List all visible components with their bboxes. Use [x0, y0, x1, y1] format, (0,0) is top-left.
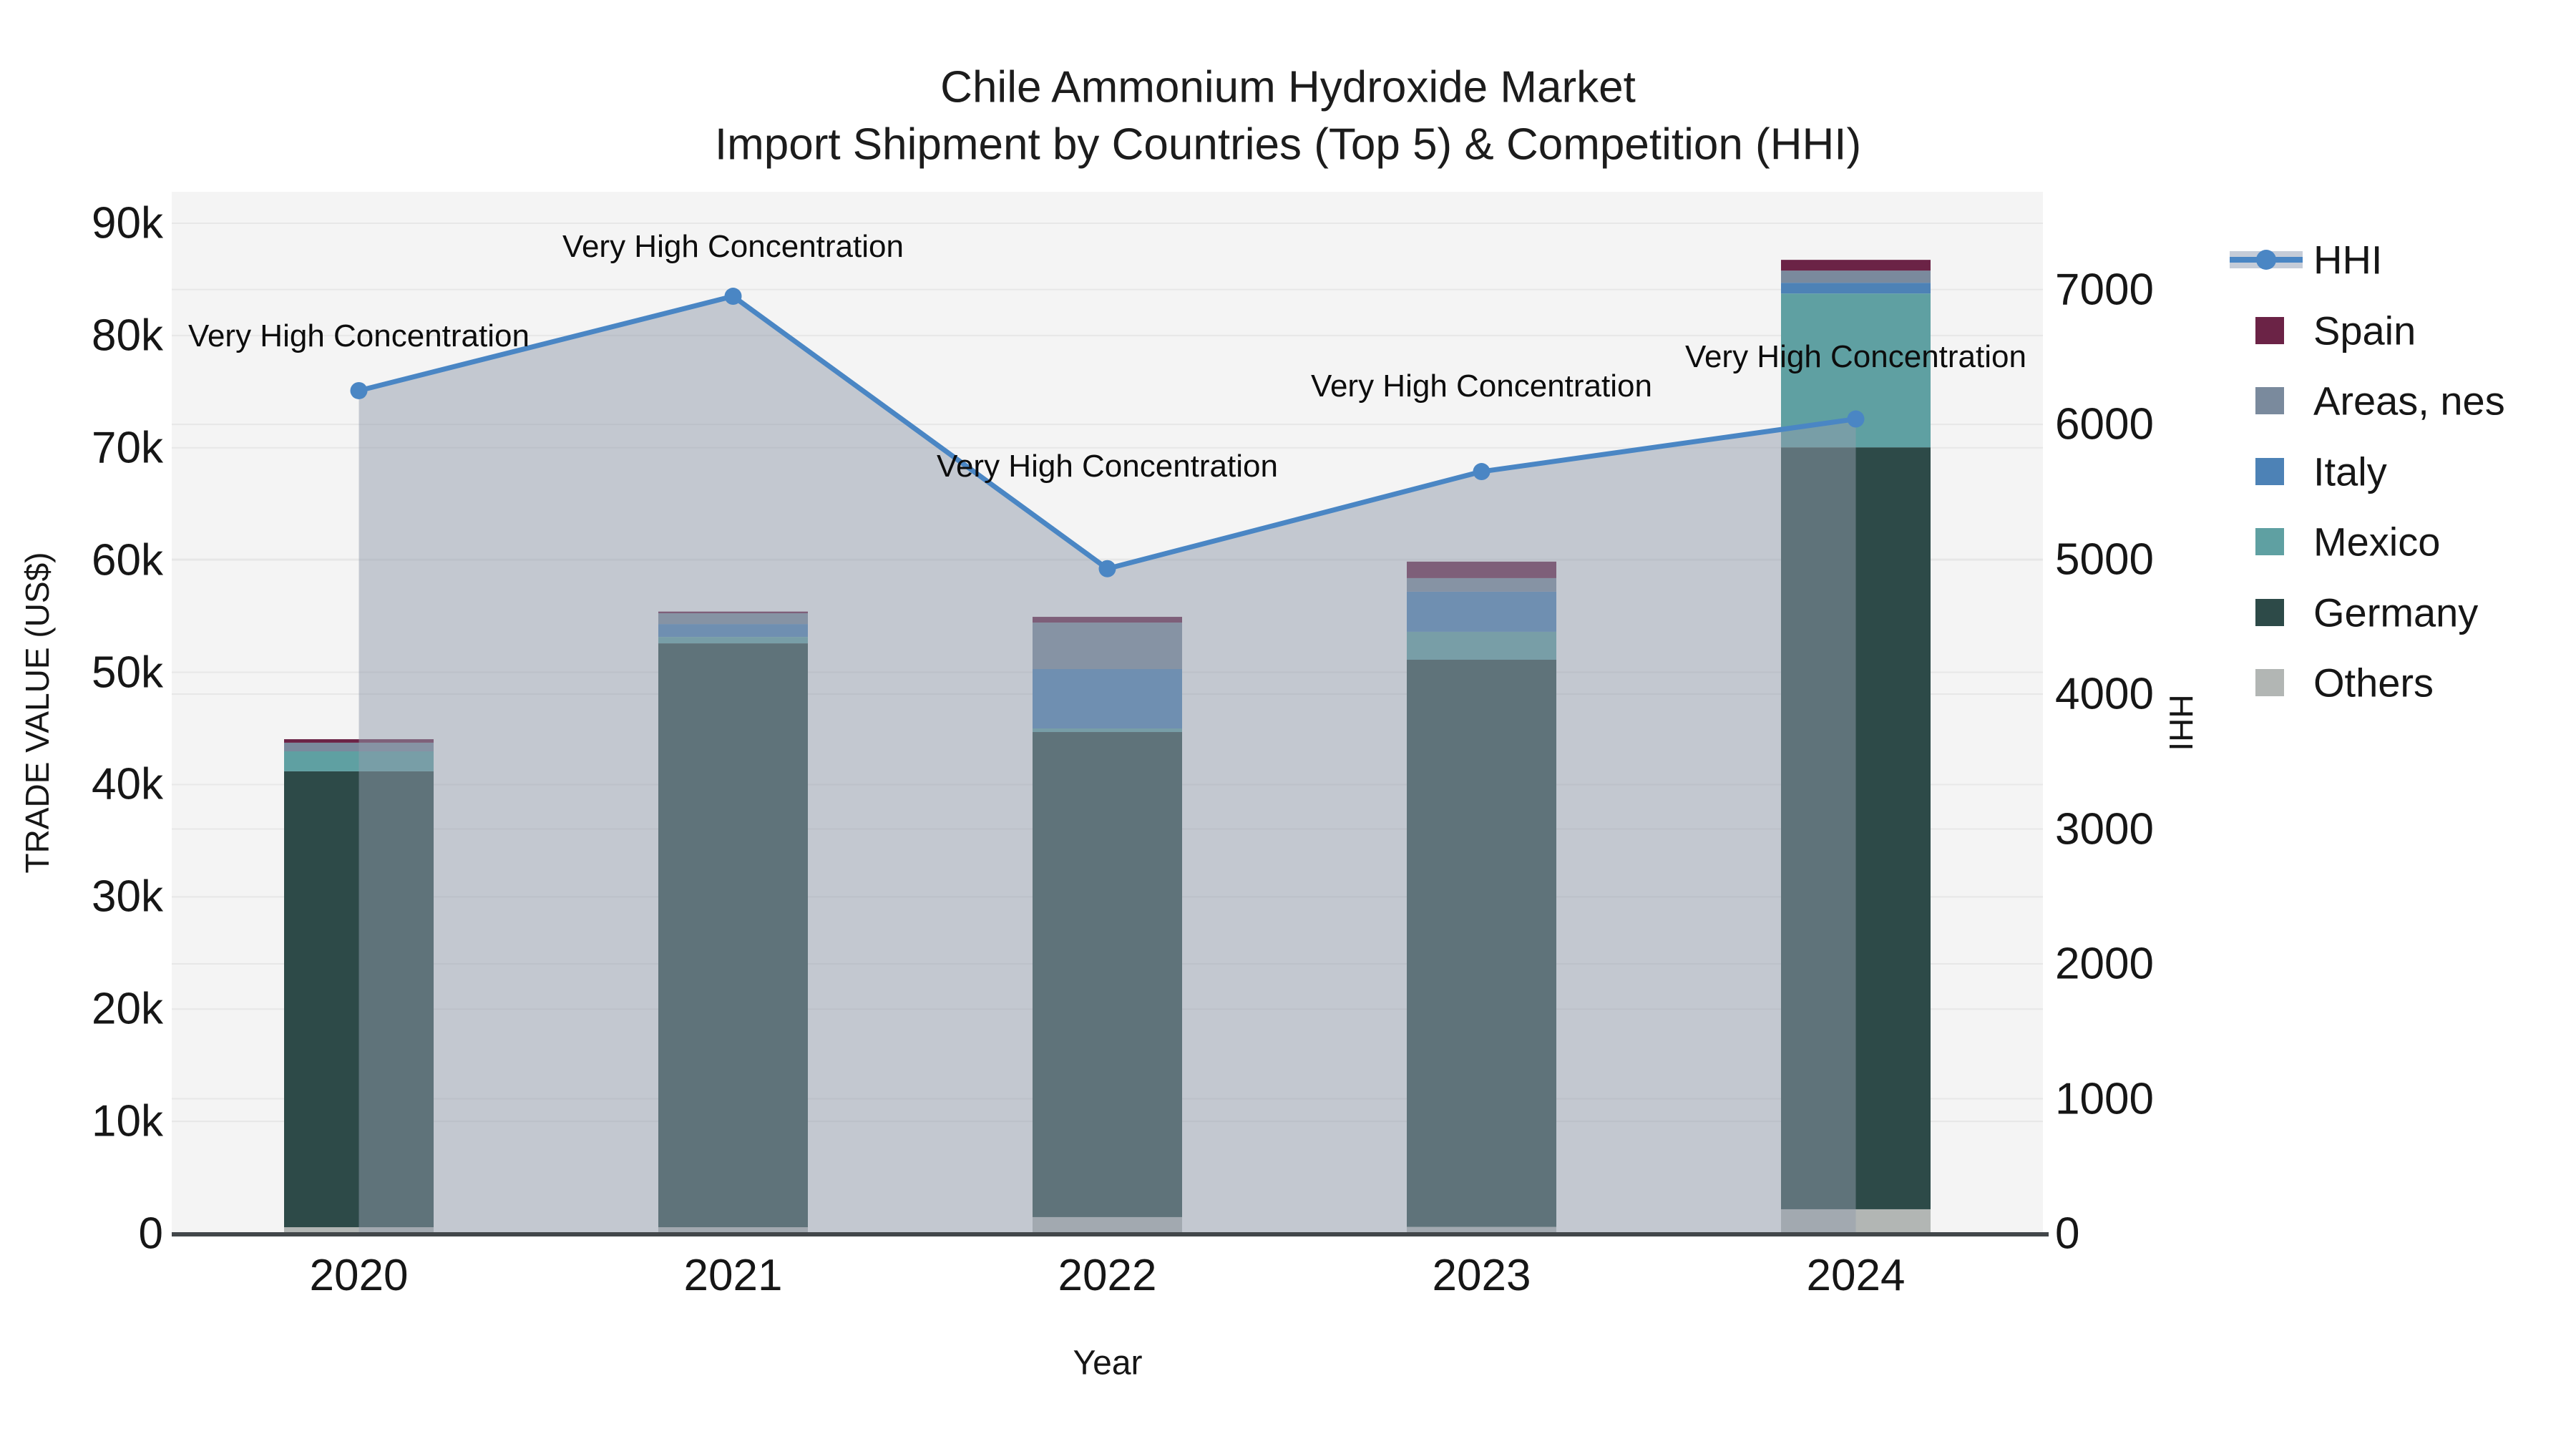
color-swatch-icon	[2227, 375, 2306, 426]
y-right-tick-4000: 4000	[2055, 669, 2154, 719]
color-swatch-icon	[2227, 446, 2306, 497]
y-right-tick-0: 0	[2055, 1209, 2080, 1259]
y-left-axis-title: TRADE VALUE (US$)	[19, 552, 56, 874]
y-right-tick-2000: 2000	[2055, 939, 2154, 989]
y-left-tick-10k: 10k	[92, 1096, 163, 1146]
legend-item-areas-nes[interactable]: Areas, nes	[2227, 375, 2570, 426]
legend-label: Others	[2313, 660, 2434, 706]
hhi-line-icon	[2227, 234, 2306, 286]
y-left-tick-60k: 60k	[92, 535, 163, 585]
color-swatch-icon	[2227, 587, 2306, 638]
hhi-dot	[2256, 250, 2276, 270]
y-left-tick-0: 0	[138, 1209, 163, 1259]
x-tick-2021: 2021	[683, 1251, 783, 1300]
legend-label: Areas, nes	[2313, 378, 2505, 424]
legend-label: HHI	[2313, 237, 2383, 283]
y-right-tick-3000: 3000	[2055, 804, 2154, 854]
annotation-2020: Very High Concentration	[188, 318, 530, 353]
chart-title: Chile Ammonium Hydroxide Market	[940, 62, 1636, 112]
annotation-2022: Very High Concentration	[937, 449, 1278, 484]
hhi-marker-2022	[1098, 560, 1116, 577]
y-left-tick-90k: 90k	[92, 198, 163, 248]
annotation-2024: Very High Concentration	[1685, 339, 2026, 374]
x-tick-2022: 2022	[1058, 1251, 1157, 1300]
swatch	[2255, 669, 2284, 696]
hhi-marker-2024	[1847, 410, 1865, 428]
legend-item-mexico[interactable]: Mexico	[2227, 516, 2570, 567]
swatch	[2255, 598, 2284, 626]
legend-label: Spain	[2313, 308, 2416, 353]
annotation-2021: Very High Concentration	[562, 229, 904, 264]
legend-item-spain[interactable]: Spain	[2227, 305, 2570, 356]
x-tick-2020: 2020	[309, 1251, 409, 1300]
swatch	[2255, 316, 2284, 344]
hhi-marker-2021	[724, 288, 742, 306]
hhi-marker-2020	[350, 381, 368, 399]
y-left-tick-40k: 40k	[92, 759, 163, 809]
swatch	[2255, 387, 2284, 414]
legend-label: Germany	[2313, 590, 2479, 635]
color-swatch-icon	[2227, 305, 2306, 356]
hhi-marker-2023	[1473, 463, 1491, 481]
color-swatch-icon	[2227, 657, 2306, 708]
y-left-tick-80k: 80k	[92, 311, 163, 361]
x-axis-title: Year	[1073, 1344, 1143, 1382]
y-left-tick-50k: 50k	[92, 648, 163, 698]
legend-item-germany[interactable]: Germany	[2227, 587, 2570, 638]
chart-subtitle: Import Shipment by Countries (Top 5) & C…	[714, 119, 1862, 170]
swatch	[2255, 457, 2284, 485]
x-tick-2024: 2024	[1806, 1251, 1906, 1300]
y-right-axis-title: HHI	[2162, 694, 2200, 751]
bar-segment-spain-2024	[1781, 260, 1931, 271]
y-left-tick-20k: 20k	[92, 984, 163, 1034]
x-axis-line	[172, 1232, 2049, 1236]
y-right-tick-5000: 5000	[2055, 535, 2154, 585]
legend-item-italy[interactable]: Italy	[2227, 446, 2570, 497]
hhi-area-fill	[358, 296, 1856, 1234]
x-tick-2023: 2023	[1432, 1251, 1531, 1300]
legend-item-others[interactable]: Others	[2227, 657, 2570, 708]
bar-segment-areas-nes-2024	[1781, 270, 1931, 283]
y-right-tick-1000: 1000	[2055, 1074, 2154, 1123]
annotation-2023: Very High Concentration	[1311, 369, 1652, 404]
y-left-tick-70k: 70k	[92, 423, 163, 473]
color-swatch-icon	[2227, 516, 2306, 567]
y-right-tick-7000: 7000	[2055, 265, 2154, 315]
y-right-tick-6000: 6000	[2055, 399, 2154, 449]
y-left-tick-30k: 30k	[92, 872, 163, 922]
legend-label: Mexico	[2313, 519, 2441, 565]
bar-segment-italy-2024	[1781, 283, 1931, 294]
legend-label: Italy	[2313, 449, 2387, 494]
swatch	[2255, 528, 2284, 555]
legend-item-hhi[interactable]: HHI	[2227, 234, 2570, 286]
